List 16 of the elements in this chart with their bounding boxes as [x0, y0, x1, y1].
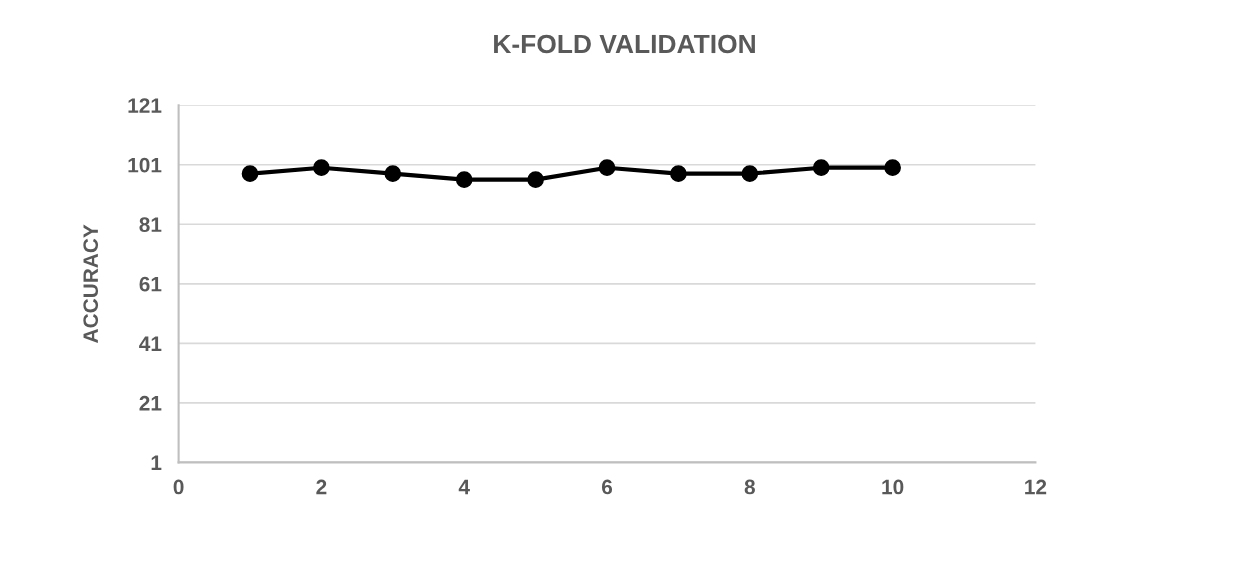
x-tick-label: 0	[173, 479, 184, 495]
x-tick-label: 12	[1025, 479, 1047, 495]
y-tick-label: 41	[139, 336, 162, 351]
y-tick-label: 21	[139, 395, 162, 411]
y-tick-label: 81	[139, 217, 162, 233]
x-tick-label: 6	[601, 479, 613, 495]
x-tick-label: 4	[458, 479, 470, 495]
x-tick-label: 2	[316, 479, 327, 495]
x-tick-label: 8	[744, 479, 755, 495]
x-tick-label: 10	[882, 479, 904, 495]
chart-title: K-FOLD VALIDATION	[494, 34, 755, 54]
y-tick-label: 121	[128, 98, 162, 113]
y-axis-title: ACCURACY	[83, 224, 99, 343]
y-tick-label: 61	[139, 276, 162, 292]
y-tick-label: 1	[151, 455, 162, 470]
y-tick-label: 101	[128, 157, 162, 173]
